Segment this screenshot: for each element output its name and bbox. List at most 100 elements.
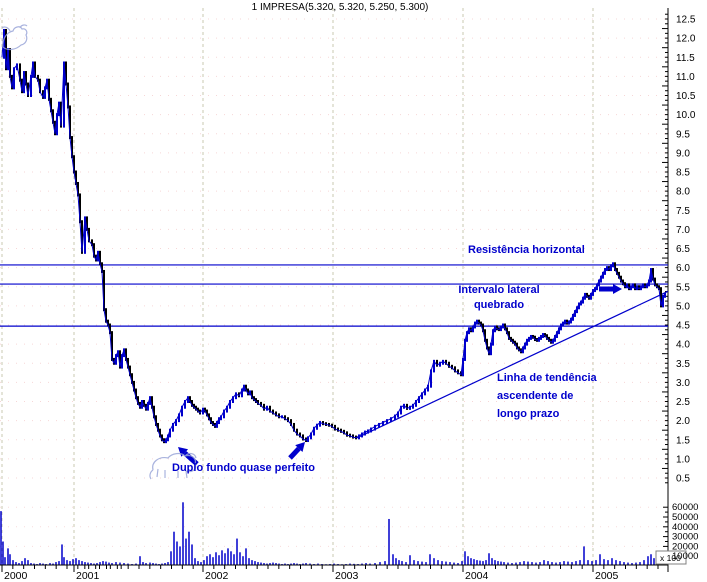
volume-bar (87, 562, 89, 565)
price-tick-label: 5.0 (676, 301, 690, 312)
volume-bar (185, 538, 187, 565)
price-bar (602, 271, 604, 279)
price-bar (278, 413, 280, 419)
annotation-intervalo-lateral: Intervalo lateral quebrado (458, 284, 540, 311)
volume-bar (145, 563, 147, 565)
price-bar (486, 338, 488, 350)
price-bar (512, 338, 514, 344)
price-bar (202, 407, 204, 415)
volume-bar (206, 556, 208, 565)
price-bar (421, 392, 423, 400)
price-tick-label: 10.5 (676, 91, 696, 102)
price-bar (257, 400, 259, 405)
price-tick-label: 6.5 (676, 244, 690, 255)
price-bar (482, 323, 484, 333)
price-bar (91, 239, 93, 247)
price-bar (77, 181, 79, 197)
volume-bar (302, 563, 304, 565)
volume-bar (607, 560, 609, 565)
price-bar (97, 250, 99, 262)
price-bar (184, 400, 186, 409)
price-bar (88, 227, 90, 243)
price-bar (115, 354, 117, 365)
volume-bar (611, 558, 613, 565)
volume-bar (119, 562, 121, 565)
price-bar (272, 409, 274, 415)
volume-bar (152, 563, 154, 565)
price-bar (538, 336, 540, 342)
volume-bar (105, 561, 107, 565)
volume-bar (263, 563, 265, 565)
volume-bar (123, 563, 125, 565)
volume-bar (317, 563, 319, 565)
volume-tick-label: 40000 (672, 522, 698, 533)
bull-sketch-icon (1, 24, 28, 51)
price-bar (660, 287, 662, 308)
price-bar (496, 325, 498, 331)
price-bar (480, 321, 482, 327)
volume-bar (194, 558, 196, 565)
price-bar (331, 423, 333, 428)
price-bar (604, 268, 606, 275)
volume-bar (511, 563, 513, 565)
price-bar (58, 101, 60, 117)
volume-bar (388, 518, 390, 565)
volume-bar (473, 559, 475, 565)
volume-bar (457, 563, 459, 565)
price-bar (253, 396, 255, 402)
price-bar (464, 338, 466, 361)
price-bar (596, 283, 598, 291)
price-bar (75, 170, 77, 185)
price-bar (204, 407, 206, 413)
price-bar (103, 269, 105, 312)
volume-bar (575, 561, 577, 565)
price-bar (346, 431, 348, 437)
volume-bar (233, 554, 235, 565)
price-bar (522, 346, 524, 354)
volume-bar (90, 563, 92, 565)
price-bar (67, 82, 69, 109)
price-bar (634, 283, 636, 291)
volume-bar (567, 561, 569, 565)
volume-bar (405, 562, 407, 565)
price-bar (484, 329, 486, 342)
volume-bar (579, 560, 581, 565)
volume-bar (164, 563, 166, 565)
volume-bar (392, 554, 394, 565)
volume-bar (369, 563, 371, 565)
price-bar (197, 407, 199, 413)
price-bar (542, 333, 544, 338)
volume-bar (445, 561, 447, 565)
price-bar (56, 113, 58, 136)
volume-bar (127, 563, 129, 565)
price-bar (189, 396, 191, 403)
volume-bar (245, 548, 247, 565)
price-bar (42, 90, 44, 99)
volume-bar (135, 563, 137, 565)
volume-bar (9, 554, 11, 565)
price-bar (284, 415, 286, 421)
price-tick-label: 8.5 (676, 168, 690, 179)
volume-bar (58, 561, 60, 565)
price-bar (652, 268, 654, 281)
volume-bar (476, 560, 478, 565)
price-tick-label: 1.5 (676, 435, 690, 446)
price-bar (572, 313, 574, 321)
volume-bar (111, 563, 113, 565)
volume-bar (275, 563, 277, 565)
price-bar (25, 71, 27, 86)
price-bar (412, 403, 414, 409)
price-bar (638, 285, 640, 291)
volume-bar (349, 563, 351, 565)
price-tick-label: 3.0 (676, 378, 690, 389)
price-bar (7, 48, 9, 71)
price-bar (151, 396, 153, 409)
price-bar (564, 319, 566, 325)
price-bar (445, 359, 447, 365)
price-bar (178, 413, 180, 423)
volume-bar (197, 561, 199, 565)
price-bar (584, 292, 586, 300)
volume-bar (551, 562, 553, 565)
price-bar (433, 359, 435, 373)
